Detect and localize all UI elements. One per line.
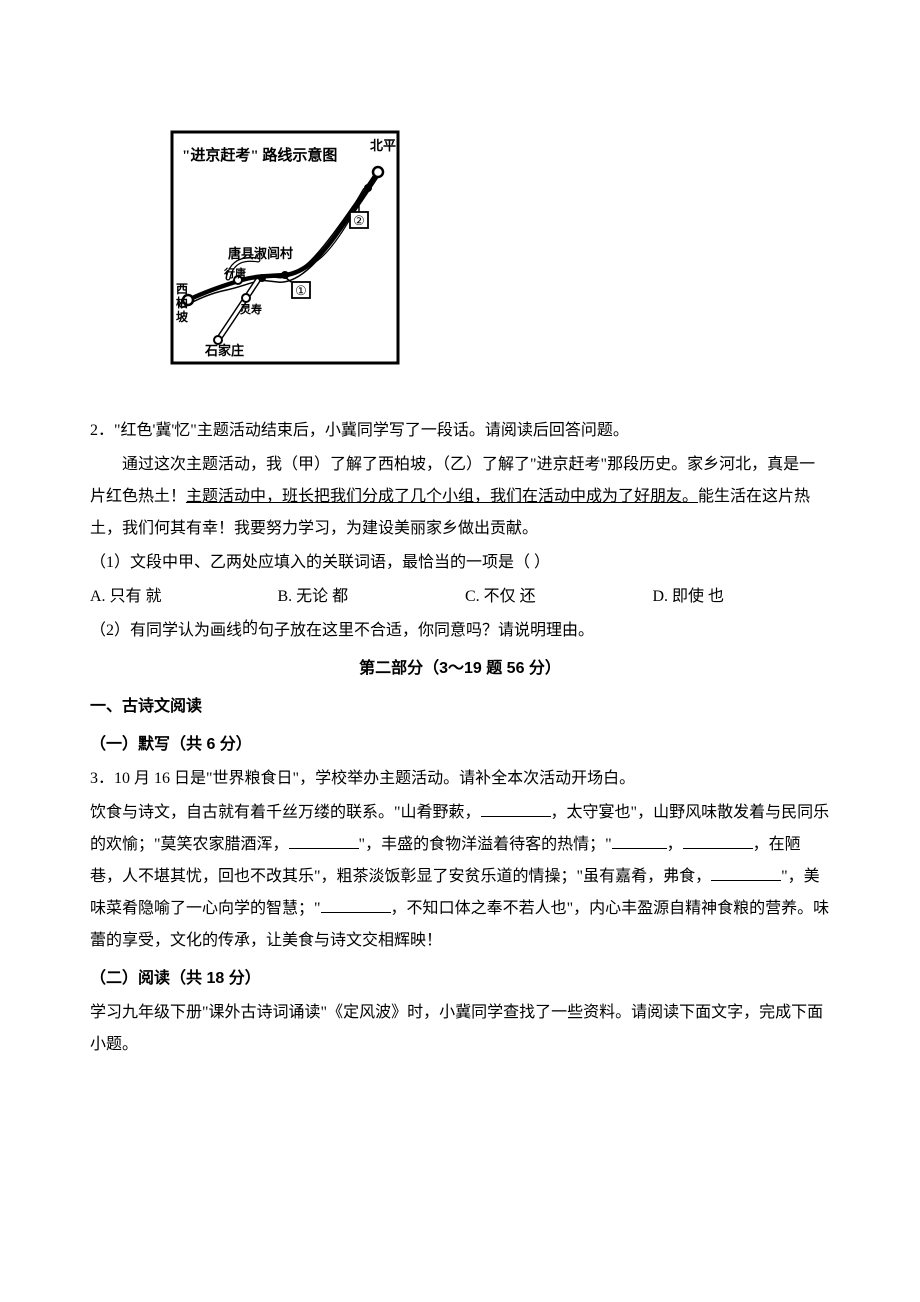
q2-sub2: （2）有同学认为画线的句子放在这里不合适，你同意吗？请说明理由。 [90, 613, 830, 647]
svg-text:行唐: 行唐 [223, 266, 246, 280]
svg-text:"进京赶考" 路线示意图: "进京赶考" 路线示意图 [182, 146, 337, 164]
q3-l3b: ， [667, 836, 683, 853]
sec1-title: 一、古诗文阅读 [90, 691, 830, 723]
blank-6[interactable] [321, 897, 391, 913]
sub1-title: （一）默写（共 6 分） [90, 729, 830, 761]
route-map-svg: "进京赶考" 路线示意图 ① ② 北平 唐县淑闾村 行唐 西 [170, 130, 400, 365]
svg-text:北平: 北平 [370, 138, 396, 153]
svg-text:灵寿: 灵寿 [240, 302, 262, 316]
option-d[interactable]: D. 即使 也 [653, 581, 831, 613]
svg-text:坡: 坡 [176, 309, 189, 324]
q2-sub2-de: 的 [242, 620, 258, 637]
q2-sub2-suffix: 句子放在这里不合适，你同意吗？请说明理由。 [258, 622, 594, 639]
option-c[interactable]: C. 不仅 还 [465, 581, 643, 613]
q3-l1a: 饮食与诗文，自古就有着千丝万缕的联系。"山肴野蔌， [90, 804, 481, 821]
blank-2[interactable] [289, 833, 359, 849]
q2-sub1: （1）文段中甲、乙两处应填入的关联词语，最恰当的一项是（ ） [90, 547, 830, 579]
blank-1[interactable] [481, 801, 551, 817]
q2-body-underlined: 主题活动中，班长把我们分成了几个小组，我们在活动中成为了好朋友。 [186, 488, 698, 505]
q3-l2b: "，丰盛的食物洋溢着待客的热情； [359, 836, 606, 853]
blank-3[interactable] [612, 833, 667, 849]
svg-text:石家庄: 石家庄 [204, 343, 244, 358]
q3-l1b: ，太守宴也"，山野风味 [551, 804, 718, 821]
q3-l4c: ，不知 [391, 900, 439, 917]
svg-text:西: 西 [176, 282, 188, 296]
q2-body: 通过这次主题活动，我（甲）了解了西柏坡，（乙）了解了"进京赶考"那段历史。家乡河… [90, 449, 830, 545]
svg-text:柏: 柏 [176, 295, 188, 310]
q2-sub2-prefix: （2）有同学认为画线 [90, 622, 242, 639]
option-b[interactable]: B. 无论 都 [278, 581, 456, 613]
q3-body: 饮食与诗文，自古就有着千丝万缕的联系。"山肴野蔌，，太守宴也"，山野风味散发着与… [90, 797, 830, 957]
route-figure: "进京赶考" 路线示意图 ① ② 北平 唐县淑闾村 行唐 西 [170, 130, 830, 365]
svg-text:②: ② [353, 213, 365, 228]
option-a[interactable]: A. 只有 就 [90, 581, 268, 613]
sub2-title: （二）阅读（共 18 分） [90, 963, 830, 995]
blank-4[interactable] [683, 833, 753, 849]
svg-text:唐县淑闾村: 唐县淑闾村 [228, 246, 293, 261]
part2-title: 第二部分（3～19 题 56 分） [90, 653, 830, 685]
q3-stem: 3．10 月 16 日是"世界粮食日"，学校举办主题活动。请补全本次活动开场白。 [90, 763, 830, 795]
q3-l4a: 情操；"虽有嘉肴，弗食， [529, 868, 712, 885]
sub2-intro: 学习九年级下册"课外古诗词诵读"《定风波》时，小冀同学查找了一些资料。请阅读下面… [90, 997, 830, 1061]
q2-stem: 2．"红色'冀'忆"主题活动结束后，小冀同学写了一段话。请阅读后回答问题。 [90, 415, 830, 447]
svg-text:①: ① [295, 283, 307, 298]
q2-options: A. 只有 就 B. 无论 都 C. 不仅 还 D. 即使 也 [90, 581, 830, 613]
blank-5[interactable] [711, 865, 781, 881]
